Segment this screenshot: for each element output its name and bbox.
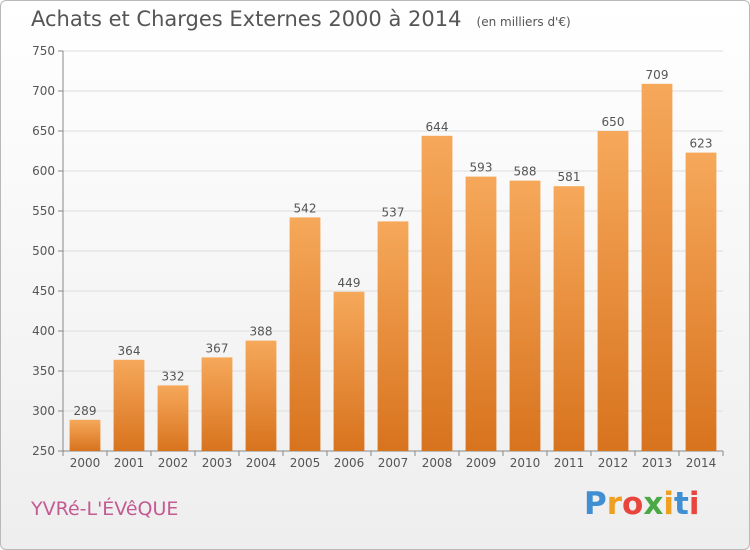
y-tick-label: 500 — [32, 244, 55, 258]
logo-letter: x — [643, 486, 664, 522]
bar — [157, 385, 189, 451]
bar — [597, 131, 629, 451]
bar — [69, 419, 101, 451]
x-tick-label: 2011 — [554, 456, 585, 470]
data-label: 623 — [690, 137, 713, 151]
chart-title-main: Achats et Charges Externes 2000 à 2014 — [31, 7, 462, 31]
data-label: 332 — [162, 369, 185, 383]
y-tick-label: 650 — [32, 124, 55, 138]
x-tick-label: 2002 — [158, 456, 189, 470]
data-label: 542 — [294, 201, 317, 215]
logo-letter: i — [688, 486, 700, 522]
x-tick-label: 2014 — [686, 456, 717, 470]
x-tick-label: 2001 — [114, 456, 145, 470]
bar — [641, 83, 673, 452]
x-tick-label: 2003 — [202, 456, 233, 470]
x-tick-label: 2010 — [510, 456, 541, 470]
y-tick-label: 550 — [32, 204, 55, 218]
data-label: 581 — [558, 170, 581, 184]
data-label: 449 — [338, 276, 361, 290]
bar — [377, 221, 409, 451]
x-tick-label: 2006 — [334, 456, 365, 470]
x-tick-label: 2012 — [598, 456, 629, 470]
y-tick-label: 300 — [32, 404, 55, 418]
logo-letter: t — [673, 486, 689, 522]
y-tick-label: 250 — [32, 444, 55, 458]
y-tick-label: 700 — [32, 84, 55, 98]
logo-letter: o — [622, 486, 644, 522]
x-tick-label: 2009 — [466, 456, 497, 470]
bar — [113, 359, 145, 451]
bar — [685, 152, 717, 451]
y-tick-label: 750 — [32, 44, 55, 58]
x-tick-label: 2007 — [378, 456, 409, 470]
data-label: 588 — [514, 165, 537, 179]
bar — [509, 180, 541, 451]
y-tick-label: 400 — [32, 324, 55, 338]
data-label: 289 — [74, 404, 97, 418]
y-tick-label: 350 — [32, 364, 55, 378]
town-name: YVRé-L'ÉVêQUE — [31, 498, 179, 520]
data-label: 364 — [118, 344, 141, 358]
bar — [333, 291, 365, 451]
x-tick-label: 2000 — [70, 456, 101, 470]
data-label: 644 — [426, 120, 449, 134]
data-label: 650 — [602, 115, 625, 129]
y-tick-label: 600 — [32, 164, 55, 178]
bar — [245, 340, 277, 451]
data-label: 367 — [206, 341, 229, 355]
logo-letter: r — [606, 486, 623, 522]
logo-letter: P — [584, 486, 607, 522]
y-tick-label: 450 — [32, 284, 55, 298]
bar — [201, 357, 233, 451]
bar — [289, 217, 321, 451]
x-tick-label: 2005 — [290, 456, 321, 470]
logo-letter: i — [663, 486, 674, 522]
data-label: 388 — [250, 325, 273, 339]
data-label: 593 — [470, 161, 493, 175]
bar — [553, 186, 585, 451]
x-tick-label: 2004 — [246, 456, 277, 470]
proxiti-logo[interactable]: Proxiti — [584, 486, 699, 522]
x-tick-label: 2008 — [422, 456, 453, 470]
bar — [465, 176, 497, 451]
data-label: 537 — [382, 205, 405, 219]
chart-unit-label: (en milliers d'€) — [476, 15, 571, 29]
x-tick-label: 2013 — [642, 456, 673, 470]
bar — [421, 135, 453, 452]
data-label: 709 — [646, 68, 669, 82]
chart-title: Achats et Charges Externes 2000 à 2014 (… — [31, 7, 571, 31]
